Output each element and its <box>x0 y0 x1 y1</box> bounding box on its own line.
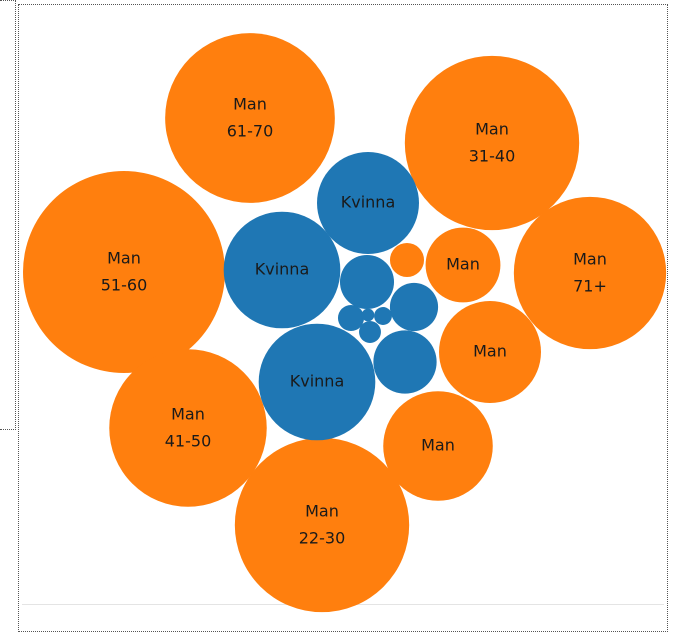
bubble-label: Kvinna <box>255 260 310 279</box>
bubble <box>404 55 580 231</box>
bubble <box>389 282 439 332</box>
bubble-label: Man <box>171 405 205 424</box>
bubble <box>439 301 541 403</box>
bubble <box>373 330 437 394</box>
bubble <box>383 391 493 501</box>
bubble-label: Kvinna <box>290 372 345 391</box>
bubble <box>258 323 376 441</box>
side-panel <box>0 0 16 430</box>
bubble-sublabel: 22-30 <box>299 529 346 548</box>
bubble-label: Man <box>305 502 339 521</box>
bubble <box>23 171 225 373</box>
bubble-sublabel: 71+ <box>573 277 607 296</box>
bubble-label: Man <box>233 95 267 114</box>
bubble-label: Man <box>446 255 480 274</box>
bubble-sublabel: 51-60 <box>101 276 148 295</box>
bubble-label: Man <box>473 342 507 361</box>
bubble-label: Man <box>107 249 141 268</box>
bubble-sublabel: 41-50 <box>165 432 212 451</box>
bubble <box>513 196 667 350</box>
bubble-label: Man <box>475 120 509 139</box>
bubble <box>374 307 392 325</box>
bubble <box>223 211 341 329</box>
bubble <box>109 349 267 507</box>
bubble <box>234 437 410 613</box>
bubble <box>389 242 425 278</box>
bubble <box>337 304 365 332</box>
bubble-sublabel: 31-40 <box>469 147 516 166</box>
bubble-label: Kvinna <box>341 193 396 212</box>
bubble <box>359 321 381 343</box>
bubble-label: Man <box>573 250 607 269</box>
bubble <box>165 33 335 203</box>
chart-frame <box>18 4 668 632</box>
bubble <box>361 308 375 322</box>
bubble-sublabel: 61-70 <box>227 122 274 141</box>
bubble <box>317 152 419 254</box>
bubble <box>339 254 395 310</box>
bubble <box>425 227 501 303</box>
bubble-label: Man <box>421 436 455 455</box>
